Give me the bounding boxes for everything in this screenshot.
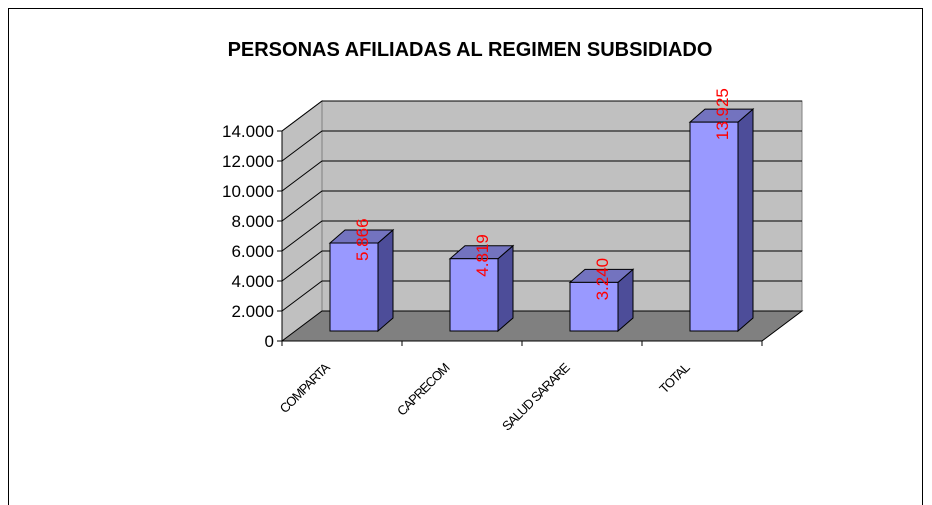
bar-side xyxy=(497,244,514,333)
grid-line xyxy=(281,100,802,132)
grid-line xyxy=(281,130,802,162)
side-wall xyxy=(281,100,323,342)
grid-line xyxy=(281,280,802,312)
y-tick-label: 6.000 xyxy=(231,242,274,261)
bar xyxy=(449,258,499,332)
bar-side xyxy=(377,228,394,333)
value-label: 3.240 xyxy=(593,258,612,301)
value-label: 13.925 xyxy=(713,88,732,140)
grid-line xyxy=(281,220,802,252)
grid-line xyxy=(281,190,802,222)
y-tick-label: 8.000 xyxy=(231,212,274,231)
bar xyxy=(689,121,739,332)
bar-side xyxy=(737,108,754,333)
grid-line xyxy=(281,160,802,192)
value-label: 5.866 xyxy=(353,218,372,261)
y-tick-label: 10.000 xyxy=(222,182,274,201)
y-tick-label: 0 xyxy=(265,332,274,351)
value-label: 4.819 xyxy=(473,234,492,277)
bar xyxy=(569,281,619,332)
bar xyxy=(329,242,379,332)
y-tick-label: 14.000 xyxy=(222,122,274,141)
y-tick-label: 12.000 xyxy=(222,152,274,171)
chart-title: PERSONAS AFILIADAS AL REGIMEN SUBSIDIADO xyxy=(228,39,713,61)
grid-line xyxy=(281,250,802,282)
y-tick-label: 2.000 xyxy=(231,302,274,321)
y-tick-label: 4.000 xyxy=(231,272,274,291)
